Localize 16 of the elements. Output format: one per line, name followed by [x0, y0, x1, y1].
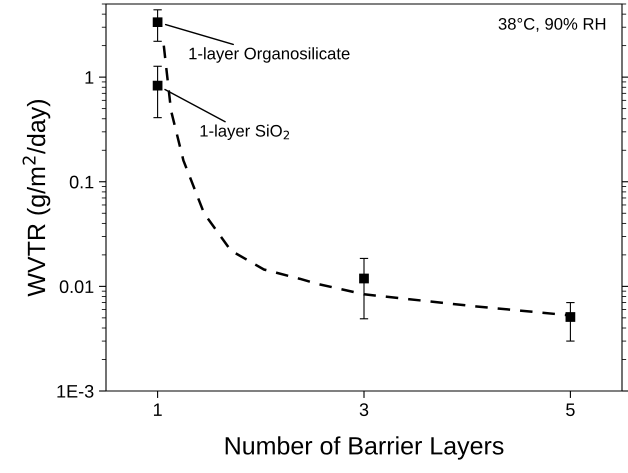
annotation: 38°C, 90% RH	[498, 18, 606, 32]
annotation: 1-layer Organosilicate	[189, 47, 350, 63]
point	[152, 80, 162, 90]
x-axis-title: Number of Barrier Layers	[226, 436, 504, 460]
y-tick-label: 1E-3	[57, 384, 94, 398]
x-tick-label: 5	[566, 403, 575, 416]
point	[152, 17, 162, 28]
x-tick-label: 1	[154, 403, 162, 416]
annotation: 1-layer SiO$_{2}$	[200, 124, 290, 140]
x-tick-label: 3	[360, 403, 368, 416]
y-tick-label: 0.01	[60, 280, 94, 294]
y-tick-label: 1	[86, 71, 94, 84]
point	[566, 312, 576, 322]
point	[359, 274, 369, 284]
y-axis-title: WVTR (g/m$^{2}$/day)	[22, 100, 50, 297]
y-tick-label: 0.1	[70, 176, 94, 188]
